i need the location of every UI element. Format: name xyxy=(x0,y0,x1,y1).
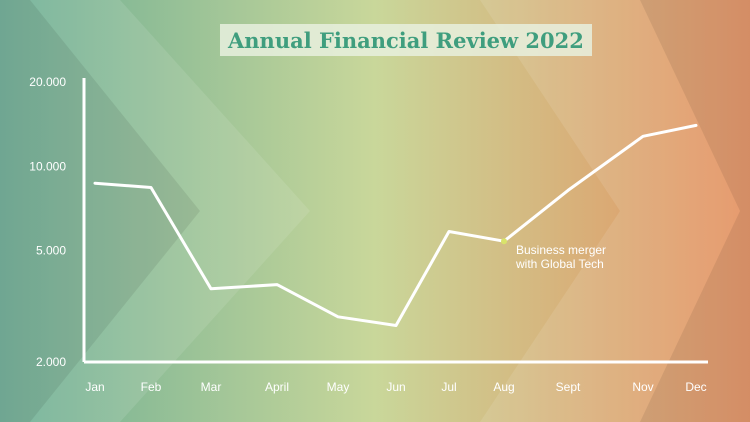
y-tick-label: 2.000 xyxy=(36,355,66,369)
x-tick-label: Jan xyxy=(85,380,104,394)
x-tick-label: Mar xyxy=(201,380,222,394)
x-tick-label: Feb xyxy=(141,380,162,394)
y-tick-label: 20.000 xyxy=(29,75,66,89)
x-tick-label: Jun xyxy=(386,380,405,394)
annotation-marker xyxy=(501,238,507,245)
x-tick-label: Nov xyxy=(632,380,653,394)
x-tick-label: May xyxy=(327,380,350,394)
chart-title: Annual Financial Review 2022 xyxy=(228,27,584,53)
annotation-text: with Global Tech xyxy=(515,257,604,271)
x-tick-label: April xyxy=(265,380,289,394)
x-tick-label: Jul xyxy=(441,380,456,394)
annotation-text: Business merger xyxy=(516,243,606,257)
x-tick-label: Dec xyxy=(685,380,706,394)
chart-title-box: Annual Financial Review 2022 xyxy=(220,24,592,56)
x-tick-label: Sept xyxy=(556,380,581,394)
y-tick-label: 5.000 xyxy=(36,244,66,258)
y-tick-label: 10.000 xyxy=(29,159,66,173)
series-line xyxy=(93,123,698,327)
x-tick-label: Aug xyxy=(493,380,514,394)
